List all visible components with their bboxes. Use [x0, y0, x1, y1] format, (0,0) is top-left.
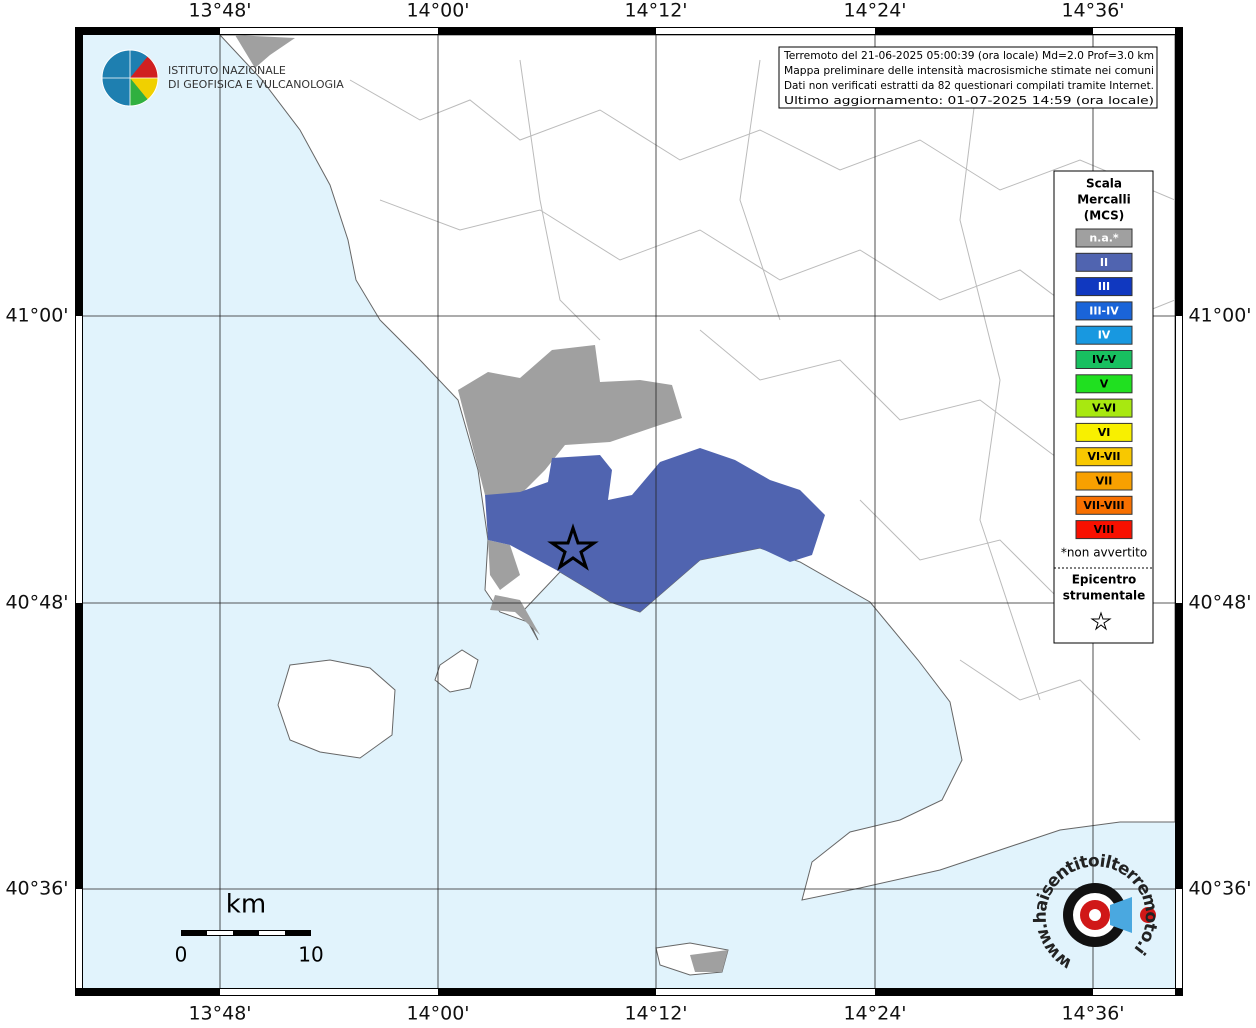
lon-label: 13°48' — [188, 1003, 251, 1025]
lon-label: 14°12' — [624, 1003, 687, 1025]
legend-swatch — [1075, 374, 1133, 394]
legend-label: IV-V — [1092, 353, 1117, 366]
frame-ticks — [76, 28, 1182, 995]
legend-swatch — [1075, 277, 1133, 297]
legend-label: VII — [1096, 475, 1113, 488]
region-na — [458, 345, 682, 495]
logo-text: DI GEOFISICA E VULCANOLOGIA — [168, 78, 344, 91]
logo — [101, 49, 159, 107]
legend-label: V — [1100, 377, 1109, 390]
lat-label: 41°00' — [5, 305, 68, 327]
info-line: Dati non verificati estratti da 82 quest… — [784, 79, 1154, 92]
legend-label: VI-VII — [1087, 450, 1120, 463]
region-na — [488, 540, 540, 635]
lon-label: 14°00' — [406, 1003, 469, 1025]
legend-swatch — [1075, 471, 1133, 491]
legend-label: n.a.* — [1089, 232, 1119, 245]
info-line: Ultimo aggiornamento: 01-07-2025 14:59 (… — [784, 94, 1154, 107]
legend-swatch — [1075, 520, 1133, 540]
epicenter-title: strumentale — [1063, 589, 1146, 603]
info-box — [778, 46, 1158, 109]
capri-na — [690, 950, 728, 972]
legend-star — [1090, 611, 1112, 631]
legend-label: V-VI — [1092, 402, 1116, 415]
procida — [434, 649, 479, 693]
legend-swatch — [1075, 422, 1133, 442]
legend-label: VI — [1098, 426, 1111, 439]
lon-label: 14°00' — [406, 0, 469, 22]
legend-title: (MCS) — [1084, 209, 1125, 223]
scale-unit: km — [226, 890, 266, 920]
legend-swatch — [1075, 301, 1133, 321]
info-line: Mappa preliminare delle intensità macros… — [784, 64, 1154, 77]
legend-label: VII-VIII — [1083, 499, 1124, 512]
legend-swatch — [1075, 228, 1133, 248]
lat-label: 40°36' — [5, 878, 68, 900]
legend-label: III-IV — [1089, 304, 1119, 317]
ischia — [277, 659, 396, 759]
lat-label: 41°00' — [1188, 305, 1251, 327]
epicenter-star — [547, 523, 599, 571]
scale-label: 10 — [298, 943, 323, 967]
scale-bar — [181, 930, 311, 936]
land — [219, 35, 1175, 976]
legend-label: II — [1100, 256, 1108, 269]
scale-label: 0 — [175, 943, 188, 967]
lon-label: 14°24' — [843, 0, 906, 22]
legend-swatch — [1075, 447, 1133, 467]
lon-label: 14°36' — [1061, 1003, 1124, 1025]
legend-label: VIII — [1094, 523, 1115, 536]
lon-label: 14°12' — [624, 0, 687, 22]
lon-label: 14°36' — [1061, 0, 1124, 22]
legend-swatch — [1075, 350, 1133, 369]
lat-label: 40°48' — [1188, 592, 1251, 614]
legend-swatch — [1075, 495, 1133, 515]
legend-swatch — [1075, 252, 1133, 272]
legend-title: Mercalli — [1077, 193, 1131, 207]
legend-title: Scala — [1086, 177, 1122, 191]
epicenter-title: Epicentro — [1072, 573, 1137, 587]
legend-swatch — [1075, 398, 1133, 418]
legend-label: IV — [1098, 329, 1111, 342]
graticule — [83, 35, 1175, 988]
logo-text: ISTITUTO NAZIONALE — [168, 64, 286, 77]
lat-label: 40°36' — [1188, 878, 1251, 900]
lat-label: 40°48' — [5, 592, 68, 614]
watermark-logo — [1063, 883, 1156, 947]
lon-label: 13°48' — [188, 0, 251, 22]
legend-swatch — [1075, 325, 1133, 345]
legend-label: III — [1098, 280, 1110, 293]
legend-note: *non avvertito — [1061, 546, 1147, 560]
region-ii — [485, 448, 825, 612]
region-na — [235, 35, 295, 68]
info-line: Terremoto del 21-06-2025 05:00:39 (ora l… — [783, 49, 1154, 62]
lon-label: 14°24' — [843, 1003, 906, 1025]
